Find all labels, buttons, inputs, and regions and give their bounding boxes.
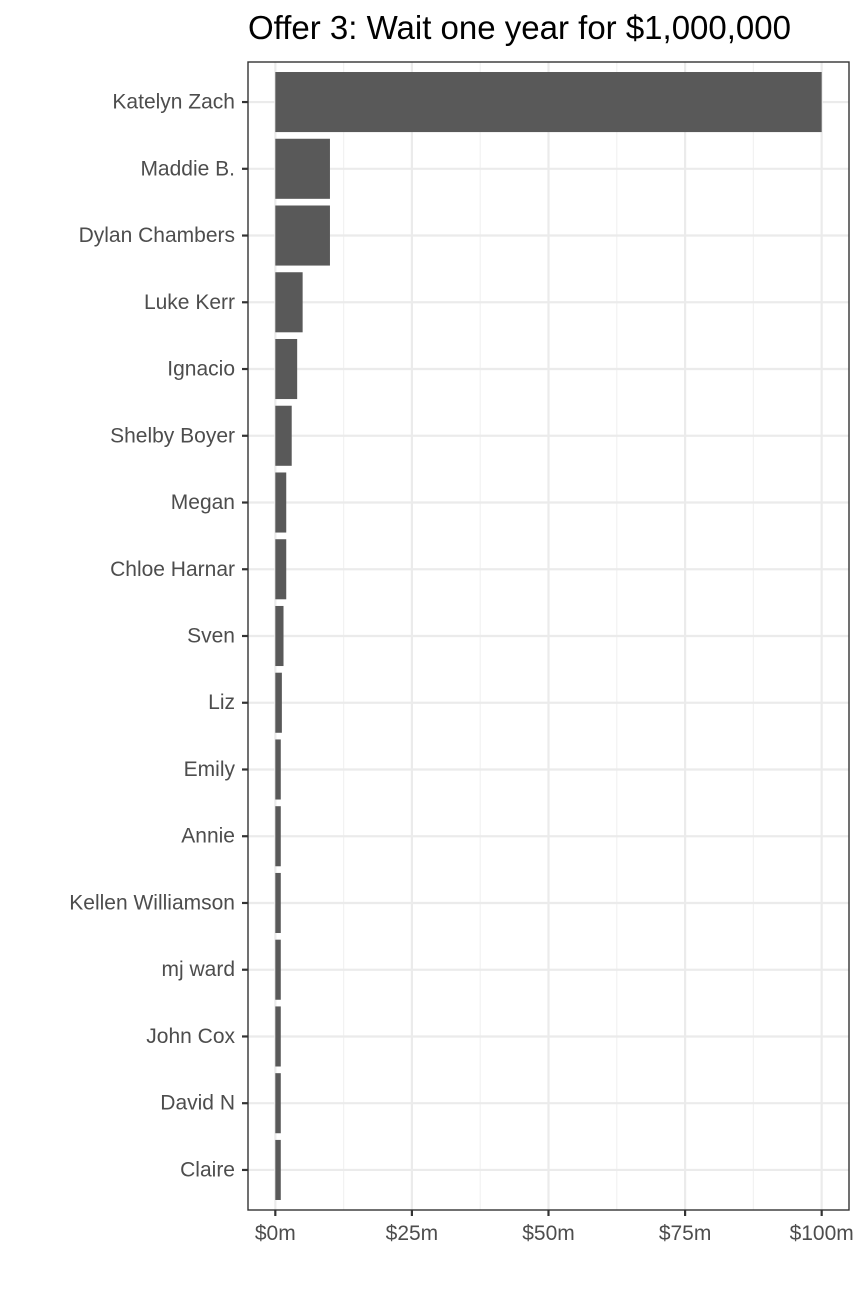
- x-tick-label: $0m: [255, 1222, 296, 1245]
- x-tick-label: $50m: [522, 1222, 575, 1245]
- y-tick-label: Sven: [187, 625, 235, 648]
- bar: [275, 1139, 281, 1200]
- bar: [275, 138, 330, 199]
- y-tick-label: Claire: [180, 1158, 235, 1181]
- x-tick-label: $100m: [790, 1222, 854, 1245]
- x-tick-label: $75m: [659, 1222, 712, 1245]
- y-tick-label: Liz: [208, 691, 235, 714]
- bar: [275, 205, 330, 266]
- y-tick-label: Megan: [171, 491, 235, 514]
- bar: [275, 672, 282, 733]
- bar: [275, 739, 281, 800]
- y-tick-label: John Cox: [146, 1025, 235, 1048]
- y-tick-label: Dylan Chambers: [79, 224, 235, 247]
- y-tick-label: David N: [160, 1092, 235, 1115]
- bar: [275, 939, 281, 1000]
- y-tick-label: Luke Kerr: [144, 291, 235, 314]
- y-tick-label: Ignacio: [167, 358, 235, 381]
- bar: [275, 338, 298, 400]
- grid-lines: [248, 62, 849, 1210]
- y-tick-label: Katelyn Zach: [112, 91, 235, 114]
- bar: [275, 605, 284, 667]
- bar: [275, 1006, 281, 1067]
- x-tick-label: $25m: [386, 1222, 439, 1245]
- y-tick-label: Maddie B.: [140, 157, 235, 180]
- bar: [275, 72, 822, 133]
- bar: [275, 806, 281, 867]
- y-tick-label: Chloe Harnar: [110, 558, 235, 581]
- bars: [275, 72, 822, 1200]
- bar: [275, 272, 303, 333]
- y-tick-label: Annie: [181, 825, 235, 848]
- bar: [275, 872, 281, 934]
- y-tick-label: Kellen Williamson: [69, 891, 235, 914]
- y-tick-label: Shelby Boyer: [110, 424, 235, 447]
- bar: [275, 539, 287, 600]
- y-axis: Katelyn Zach Maddie B. Dylan Chambers Luke …: [69, 91, 248, 1181]
- x-axis: $0m $25m $50m $75m $100m: [255, 1210, 854, 1245]
- bar: [275, 1073, 281, 1134]
- y-tick-label: mj ward: [161, 958, 235, 981]
- bar: [275, 405, 292, 466]
- y-tick-label: Emily: [184, 758, 236, 781]
- bar: [275, 472, 287, 533]
- chart-title: Offer 3: Wait one year for $1,000,000: [248, 9, 791, 46]
